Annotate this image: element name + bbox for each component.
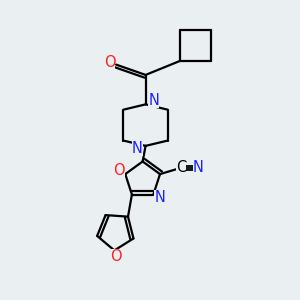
Text: C: C: [176, 160, 186, 175]
Text: N: N: [132, 141, 143, 156]
Text: N: N: [154, 190, 165, 205]
Text: O: O: [104, 55, 116, 70]
Text: O: O: [110, 249, 122, 264]
Text: N: N: [193, 160, 203, 175]
Text: O: O: [114, 163, 125, 178]
Text: N: N: [148, 93, 159, 108]
